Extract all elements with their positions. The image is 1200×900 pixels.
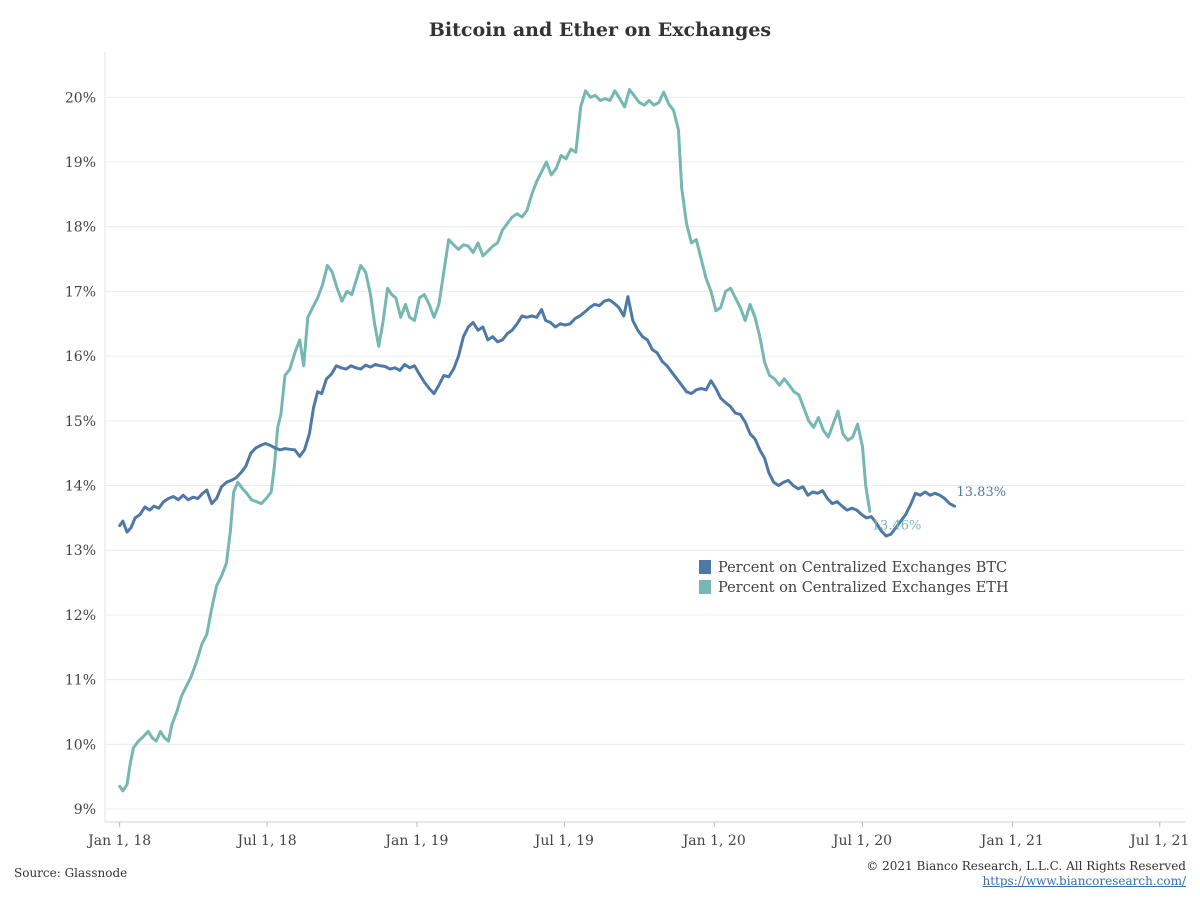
x-tick-label: Jul 1, 19 xyxy=(533,833,594,849)
series-lines xyxy=(118,88,956,793)
legend-swatch xyxy=(699,580,711,594)
x-tick-label: Jul 1, 18 xyxy=(235,833,296,849)
x-tick-label: Jul 1, 21 xyxy=(1128,833,1189,849)
x-tick-label: Jan 1, 20 xyxy=(681,833,746,849)
website-link[interactable]: https://www.biancoresearch.com/ xyxy=(982,874,1186,888)
y-tick-label: 10% xyxy=(65,737,96,753)
y-tick-label: 12% xyxy=(65,608,96,624)
eth-end-label: 13.46% xyxy=(872,518,922,533)
x-tick-label: Jul 1, 20 xyxy=(831,833,892,849)
x-axis: Jan 1, 18 Jul 1, 18 Jan 1, 19 Jul 1, 19 Jan … xyxy=(86,821,1189,849)
y-tick-label: 16% xyxy=(65,349,96,365)
y-tick-label: 9% xyxy=(74,802,96,818)
x-tick-label: Jan 1, 21 xyxy=(979,833,1044,849)
y-axis: 9% 10% 11% 12% 13% 14% 15% 16% 17% 18% 19% 20% xyxy=(65,90,96,818)
copyright-note: © 2021 Bianco Research, L.L.C. All Right… xyxy=(866,859,1186,873)
y-tick-label: 13% xyxy=(65,543,96,559)
y-tick-label: 15% xyxy=(65,414,96,430)
y-tick-label: 19% xyxy=(65,155,96,171)
y-tick-label: 14% xyxy=(65,479,96,495)
legend-label: Percent on Centralized Exchanges BTC xyxy=(718,560,1007,576)
y-tick-label: 11% xyxy=(65,673,96,689)
x-tick-label: Jan 1, 19 xyxy=(383,833,448,849)
legend: Percent on Centralized Exchanges BTC Perc… xyxy=(699,560,1009,596)
source-note: Source: Glassnode xyxy=(14,866,128,880)
end-labels: 13.83% 13.46% xyxy=(872,485,1006,533)
eth-series-line xyxy=(118,88,872,793)
legend-swatch xyxy=(699,560,711,574)
chart-title: Bitcoin and Ether on Exchanges xyxy=(429,19,771,41)
gridlines xyxy=(104,52,1185,822)
legend-label: Percent on Centralized Exchanges ETH xyxy=(718,580,1009,596)
x-tick-label: Jan 1, 18 xyxy=(86,833,151,849)
y-tick-label: 20% xyxy=(65,90,96,106)
btc-series-line xyxy=(118,295,956,538)
btc-end-label: 13.83% xyxy=(957,485,1007,500)
y-tick-label: 18% xyxy=(65,220,96,236)
y-tick-label: 17% xyxy=(65,284,96,300)
